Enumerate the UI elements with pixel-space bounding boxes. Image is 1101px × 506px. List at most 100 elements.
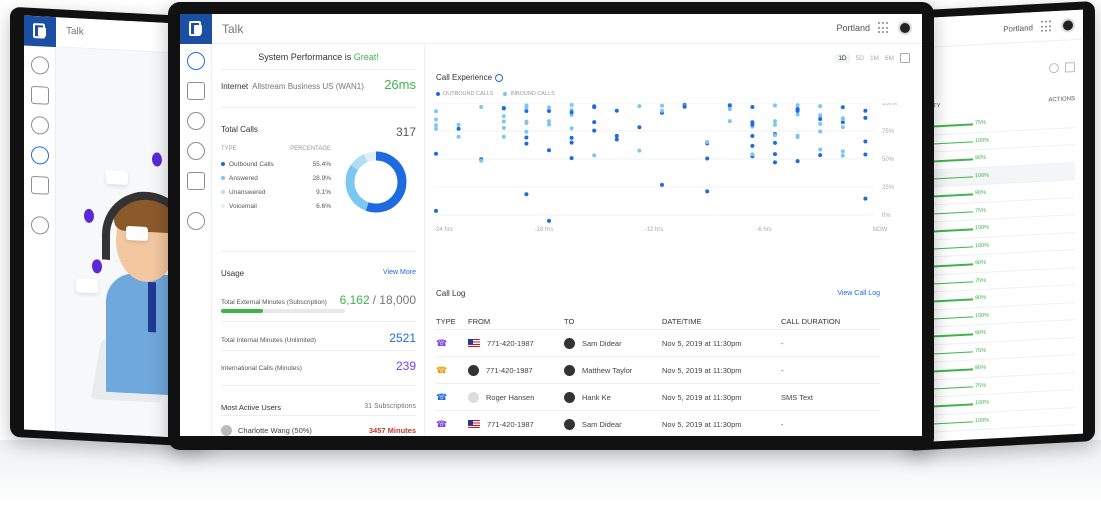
external-minutes-progress bbox=[221, 309, 345, 313]
internal-minutes-label: Total Internal Minutes (Unlimited) bbox=[221, 337, 317, 344]
from-cell: 771-420-1987 bbox=[468, 357, 533, 383]
chart-point bbox=[660, 182, 664, 187]
call-type-cell: ☎ bbox=[436, 411, 447, 436]
internet-isp: Allstream Business US (WAN1) bbox=[252, 82, 364, 91]
divider bbox=[221, 107, 416, 108]
settings-icon[interactable] bbox=[31, 215, 49, 235]
export-icon[interactable] bbox=[1065, 62, 1075, 73]
chart-point bbox=[456, 134, 461, 139]
quality-value: 75% bbox=[975, 207, 987, 214]
chart-point bbox=[456, 126, 461, 131]
range-selector: 1D 5D 1M 6M bbox=[835, 53, 910, 63]
brand-logo[interactable] bbox=[180, 14, 212, 44]
range-option-6m[interactable]: 6M bbox=[884, 54, 894, 62]
x-tick-label: -12 hrs bbox=[645, 227, 664, 233]
y-tick-label: 25% bbox=[882, 185, 895, 191]
active-user-row[interactable]: Charlotte Wang (50%) 3457 Minutes bbox=[221, 425, 416, 436]
app-title: Talk bbox=[222, 22, 244, 36]
chart-point bbox=[547, 119, 551, 124]
divider bbox=[221, 321, 416, 322]
quality-value: 100% bbox=[975, 224, 990, 232]
user-avatar[interactable] bbox=[898, 21, 912, 35]
internet-label: Internet bbox=[221, 82, 249, 91]
location-label[interactable]: Portland bbox=[836, 23, 870, 33]
international-calls-label: International Calls (Minutes) bbox=[221, 365, 302, 372]
quality-value: 90% bbox=[975, 259, 987, 267]
call-type-cell: ☎ bbox=[436, 357, 447, 383]
contacts-icon[interactable] bbox=[187, 172, 205, 190]
users-icon[interactable] bbox=[31, 115, 49, 135]
phone-icon: ☎ bbox=[436, 337, 448, 348]
call-type-name: Outbound Calls bbox=[229, 161, 274, 168]
chart-point bbox=[818, 153, 823, 158]
us-flag-icon bbox=[468, 420, 480, 428]
view-call-log-link[interactable]: View Call Log bbox=[837, 290, 880, 297]
range-option-5d[interactable]: 5D bbox=[855, 54, 864, 62]
chart-point bbox=[660, 108, 664, 113]
phone-icon: ☎ bbox=[436, 418, 448, 429]
datetime-cell: Nov 5, 2019 at 11:30pm bbox=[662, 338, 742, 348]
call-log-row[interactable]: ☎ Roger Hansen Hank Ke Nov 5, 2019 at 11:30… bbox=[436, 383, 880, 410]
legend-inbound-label: INBOUND CALLS bbox=[510, 91, 555, 97]
phone-icon: ☎ bbox=[436, 391, 448, 402]
quality-value: 100% bbox=[975, 242, 990, 249]
settings-icon[interactable] bbox=[187, 212, 205, 230]
users-icon[interactable] bbox=[187, 112, 205, 130]
phone-icon[interactable] bbox=[31, 145, 49, 165]
range-option-1d[interactable]: 1D bbox=[835, 53, 850, 63]
brand-logo bbox=[24, 15, 56, 48]
view-more-link[interactable]: View More bbox=[383, 269, 416, 276]
printer-icon[interactable] bbox=[31, 85, 49, 105]
chart-point bbox=[569, 126, 574, 131]
chart-point bbox=[773, 133, 777, 138]
call-log-row[interactable]: ☎ 771-420-1987 Matthew Taylor Nov 5, 2019 a… bbox=[436, 356, 880, 383]
chart-point bbox=[863, 152, 868, 157]
percentage-column: PERCENTAGE bbox=[290, 146, 331, 152]
chart-point bbox=[773, 140, 777, 145]
chart-point bbox=[434, 151, 438, 156]
chart-point bbox=[705, 156, 710, 161]
chart-point bbox=[727, 107, 732, 112]
call-log-row[interactable]: ☎ 771-420-1987 Sam Didear Nov 5, 2019 at 11… bbox=[436, 329, 880, 356]
call-experience-panel: 1D 5D 1M 6M Call Experience OUTBOUND CALLS … bbox=[426, 45, 922, 436]
call-type-label: Outbound Calls bbox=[221, 161, 274, 168]
to-value: Matthew Taylor bbox=[582, 365, 633, 375]
apps-grid-icon[interactable] bbox=[1041, 20, 1053, 33]
chart-point bbox=[660, 103, 664, 108]
chart-point bbox=[434, 117, 438, 122]
printer-icon[interactable] bbox=[187, 82, 205, 100]
call-type-label: Voicemail bbox=[221, 203, 257, 210]
chart-point bbox=[750, 152, 755, 157]
quality-value: 90% bbox=[975, 329, 987, 337]
chart-point bbox=[840, 120, 845, 125]
chart-point bbox=[795, 103, 800, 108]
quality-table-header: QUALITY ACTIONS bbox=[911, 96, 1075, 111]
dashboard-icon[interactable] bbox=[187, 52, 205, 70]
right-topbar: Portland bbox=[911, 9, 1083, 49]
topbar-right: Portland bbox=[836, 21, 912, 35]
chart-point bbox=[705, 189, 710, 194]
info-icon[interactable] bbox=[495, 73, 504, 82]
chat-bubble-icon bbox=[76, 278, 98, 294]
chart-point bbox=[840, 149, 845, 154]
calendar-icon[interactable] bbox=[900, 53, 910, 63]
search-icon[interactable] bbox=[1049, 62, 1059, 74]
chart-point bbox=[569, 110, 574, 115]
avatar bbox=[564, 364, 575, 376]
dashboard-icon[interactable] bbox=[31, 55, 49, 75]
user-avatar[interactable] bbox=[1061, 18, 1075, 33]
contacts-icon[interactable] bbox=[31, 175, 49, 195]
call-type-cell: ☎ bbox=[436, 330, 447, 356]
datetime-cell: Nov 5, 2019 at 11:30pm bbox=[662, 419, 742, 429]
call-log-row[interactable]: ☎ 771-420-1987 Sam Didear Nov 5, 2019 at 11… bbox=[436, 410, 880, 436]
purple-dot-icon bbox=[84, 208, 94, 224]
call-type-pct: 6.6% bbox=[316, 203, 331, 210]
chart-point bbox=[773, 119, 777, 124]
chart-point bbox=[750, 143, 755, 148]
range-option-1m[interactable]: 1M bbox=[869, 54, 879, 62]
quality-value: 75% bbox=[975, 347, 987, 354]
call-experience-header: Call Experience bbox=[436, 73, 504, 82]
apps-grid-icon[interactable] bbox=[878, 22, 890, 34]
location-label[interactable]: Portland bbox=[1003, 22, 1033, 34]
phone-icon[interactable] bbox=[187, 142, 205, 160]
